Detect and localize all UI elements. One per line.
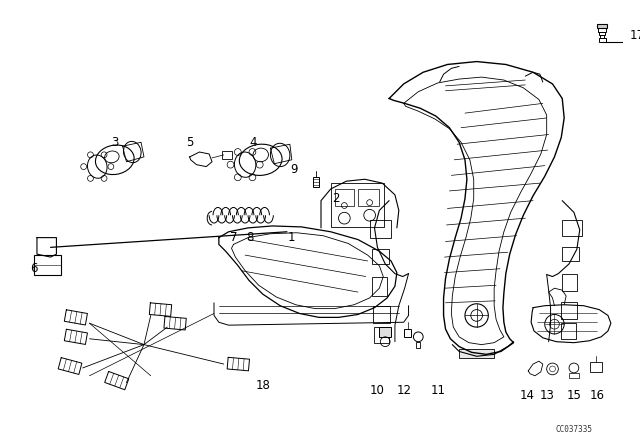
Text: 14: 14 — [520, 389, 535, 402]
Bar — [417, 342, 420, 348]
Bar — [563, 220, 582, 236]
Text: 3: 3 — [111, 136, 118, 149]
Bar — [372, 306, 390, 323]
Bar — [372, 249, 389, 264]
Bar — [563, 274, 577, 291]
Text: 13: 13 — [540, 389, 554, 402]
Bar — [598, 29, 606, 32]
Bar — [404, 329, 412, 337]
Bar — [599, 38, 606, 42]
Bar — [372, 276, 387, 296]
Bar — [370, 220, 391, 237]
Text: 9: 9 — [290, 163, 298, 176]
Text: 8: 8 — [246, 231, 253, 244]
Bar — [335, 189, 354, 207]
Bar — [599, 32, 605, 35]
Bar — [569, 373, 579, 378]
Bar — [600, 35, 604, 38]
Text: 15: 15 — [566, 389, 581, 402]
Bar — [34, 255, 61, 275]
Bar — [222, 151, 232, 159]
Bar — [591, 362, 602, 372]
Text: 4: 4 — [249, 136, 257, 149]
Bar — [374, 327, 389, 343]
Bar — [561, 302, 577, 319]
Bar — [380, 327, 391, 337]
Text: 18: 18 — [255, 379, 270, 392]
Bar — [597, 24, 607, 29]
Bar — [313, 177, 319, 187]
Bar — [459, 349, 494, 358]
Bar — [563, 247, 579, 261]
Bar — [358, 189, 380, 207]
Bar — [561, 323, 576, 339]
Text: 7: 7 — [230, 231, 237, 244]
Text: 12: 12 — [396, 384, 411, 397]
Text: 16: 16 — [589, 389, 605, 402]
Text: 11: 11 — [430, 384, 445, 397]
Text: 1: 1 — [288, 231, 296, 244]
Text: 5: 5 — [186, 136, 193, 149]
Text: 17: 17 — [630, 29, 640, 42]
Bar — [331, 183, 384, 227]
Text: 2: 2 — [332, 192, 339, 205]
Text: CC037335: CC037335 — [556, 425, 593, 434]
Text: 10: 10 — [370, 384, 385, 397]
Text: 6: 6 — [30, 262, 38, 275]
